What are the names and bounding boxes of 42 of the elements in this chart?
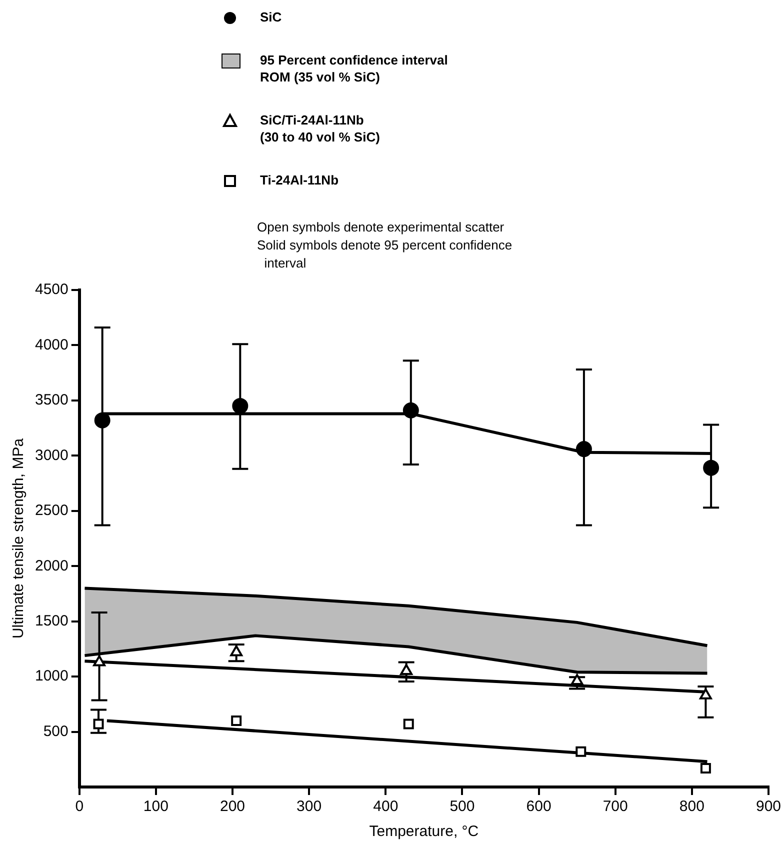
point <box>570 674 584 685</box>
point <box>576 746 586 757</box>
x-tick-label: 900 <box>756 798 781 816</box>
point <box>700 762 711 774</box>
point <box>400 664 413 676</box>
point <box>576 441 592 458</box>
point <box>231 715 242 726</box>
point <box>230 645 243 656</box>
legend-label: SiC/Ti-24Al-11Nb (30 to 40 vol % SiC) <box>260 112 380 145</box>
point <box>403 718 414 730</box>
text: Open symbols denote experimental scatter <box>257 220 505 235</box>
x-tick-label: 300 <box>296 798 322 816</box>
y-tick-label: 2500 <box>34 502 68 520</box>
x-tick-label: 700 <box>602 798 628 816</box>
y-tick-label: 1000 <box>34 668 68 685</box>
x-tick-label: 100 <box>143 798 168 816</box>
point <box>93 655 106 666</box>
y-tick-label: 3500 <box>34 392 68 409</box>
x-tick-label: 400 <box>373 798 398 816</box>
point <box>700 688 712 700</box>
x-tick-label: 800 <box>679 798 704 816</box>
point <box>93 718 104 730</box>
point <box>232 398 248 414</box>
x-tick-label: 0 <box>75 798 84 816</box>
legend-label: Ti-24Al-11Nb <box>260 172 339 188</box>
x-axis-title: Temperature, °C <box>369 823 479 840</box>
y-tick-label: 4000 <box>34 336 68 354</box>
y-tick-label: 1500 <box>34 612 68 630</box>
point <box>703 460 720 476</box>
point <box>94 412 110 428</box>
legend-label: SiC <box>260 10 282 25</box>
y-tick-label: 500 <box>43 722 68 740</box>
y-tick-label: 3000 <box>34 446 68 464</box>
x-tick-label: 600 <box>526 798 552 816</box>
text: Solid symbols denote 95 percent confidence interval <box>257 238 512 271</box>
y-axis-title: Ultimate tensile strength, MPa <box>10 438 28 639</box>
point <box>402 402 419 418</box>
x-tick-label: 500 <box>450 798 475 816</box>
legend-label: 95 Percent confidence interval ROM (35 vol % SiC) <box>260 52 448 85</box>
y-tick-label: 2000 <box>34 557 68 574</box>
y-tick-label: 4500 <box>34 281 68 298</box>
x-tick-label: 200 <box>220 798 246 816</box>
